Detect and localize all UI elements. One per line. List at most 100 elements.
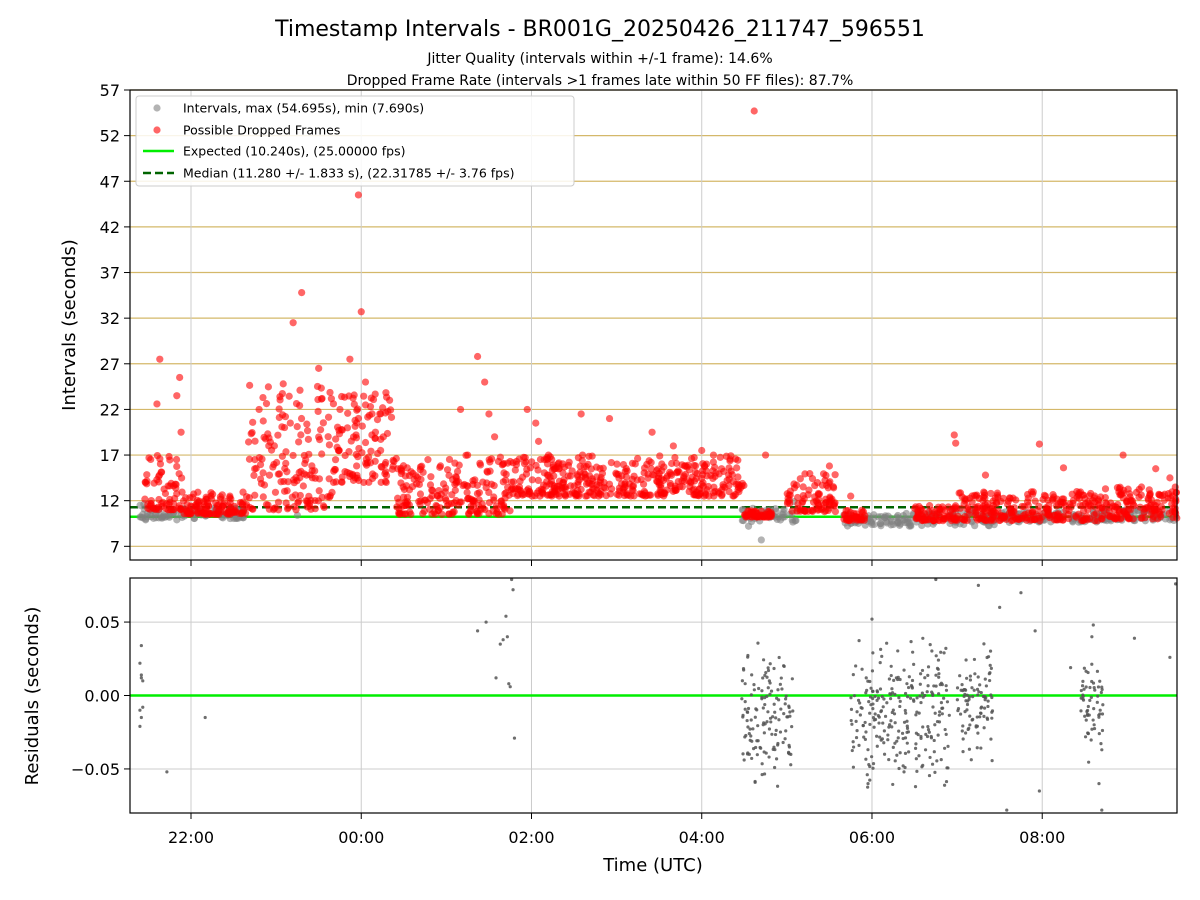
residual-point: [998, 605, 1002, 609]
residual-point: [1091, 623, 1095, 627]
interval-point: [165, 512, 173, 520]
residual-point: [871, 689, 875, 693]
residual-point: [1168, 655, 1172, 659]
residual-point: [1081, 693, 1085, 697]
dropped-frame-point: [501, 476, 510, 484]
residual-point: [1081, 697, 1085, 701]
dropped-frame-point: [1145, 486, 1153, 494]
residual-point: [494, 676, 498, 680]
residual-point: [744, 733, 748, 738]
dropped-frame-point: [297, 431, 305, 439]
dropped-frame-point: [934, 516, 942, 524]
residual-point: [881, 705, 885, 709]
dropped-frame-point: [972, 514, 981, 522]
dropped-frame-point: [264, 383, 272, 391]
dropped-frame-point: [329, 400, 338, 408]
residual-point: [961, 724, 965, 728]
residual-point: [868, 695, 873, 699]
residual-point: [766, 666, 770, 670]
residual-point: [507, 682, 511, 686]
dropped-frame-point: [1058, 495, 1066, 503]
dropped-frame-point: [811, 481, 819, 490]
dropped-frame-point: [918, 506, 926, 514]
x-tick-label: 00:00: [338, 828, 384, 847]
residual-point: [872, 718, 876, 722]
residual-point: [1086, 732, 1090, 736]
residual-point: [979, 690, 983, 695]
dropped-frame-point: [796, 475, 804, 483]
dropped-frame-point: [388, 465, 396, 473]
residual-point: [927, 730, 931, 734]
residual-point: [1098, 708, 1102, 712]
residual-point: [746, 725, 750, 729]
residual-point: [1083, 714, 1087, 718]
residual-point: [878, 661, 882, 665]
residual-point: [905, 741, 909, 745]
dropped-frame-point: [550, 488, 558, 496]
y-tick-label: 42: [100, 218, 120, 237]
dropped-frame-point: [293, 423, 301, 431]
figure-title: Timestamp Intervals - BR001G_20250426_21…: [274, 17, 925, 42]
residual-point: [875, 744, 879, 748]
residual-point: [944, 732, 948, 736]
dropped-frame-point: [534, 476, 542, 485]
residual-point: [750, 739, 754, 743]
residual-point: [855, 729, 859, 733]
residual-point: [776, 743, 780, 747]
residual-point: [889, 664, 893, 668]
dropped-frame-point: [258, 455, 266, 463]
dropped-frame-point: [165, 452, 173, 461]
dropped-frame-point: [429, 486, 437, 495]
residual-point: [508, 685, 512, 689]
dropped-frame-point: [173, 462, 181, 471]
dropped-frame-point: [709, 458, 717, 466]
residual-point: [762, 772, 767, 776]
dropped-frame-point: [1151, 508, 1159, 516]
residuals-panel: 0.05 0.00 −0.05 22:00 00:00 02:00 04:00 06:00 0…: [22, 577, 1178, 876]
residual-point: [1099, 690, 1103, 695]
residual-point: [946, 744, 950, 748]
residual-point: [969, 758, 973, 762]
dropped-frame-point: [467, 495, 476, 503]
legend-median-label: Median (11.280 +/- 1.833 s), (22.31785 +…: [183, 166, 514, 181]
residual-point: [946, 766, 950, 770]
dropped-frame-point: [295, 468, 303, 477]
dropped-frame-point: [1115, 508, 1123, 516]
residual-point: [772, 666, 776, 671]
residual-point: [928, 643, 932, 647]
residual-point: [928, 755, 932, 760]
dropped-frame-point: [227, 503, 235, 512]
dropped-frame-point: [387, 413, 396, 421]
residual-point: [781, 740, 785, 745]
dropped-frame-point: [333, 423, 342, 431]
residual-point: [760, 762, 764, 766]
interval-point: [173, 516, 181, 524]
dropped-frame-point: [438, 510, 446, 518]
residual-point: [905, 730, 909, 734]
residual-point: [975, 687, 980, 691]
residual-point: [888, 697, 893, 701]
residual-point: [939, 701, 944, 705]
y-tick-label: 27: [100, 355, 120, 374]
dropped-frame-point: [989, 505, 997, 513]
residual-point: [933, 770, 937, 774]
residual-point: [746, 653, 750, 658]
dropped-frame-point: [186, 494, 194, 502]
dropped-frame-point: [1012, 496, 1020, 504]
residual-point: [983, 677, 987, 681]
dropped-frame-point: [543, 454, 551, 462]
residual-point: [912, 662, 916, 667]
y-tick-label: 52: [100, 127, 120, 146]
dropped-frame-point: [565, 458, 573, 466]
dropped-frame-point: [663, 472, 671, 480]
dropped-frame-point: [955, 489, 963, 497]
dropped-frame-point: [808, 475, 817, 483]
dropped-frame-point: [289, 476, 298, 484]
residual-point: [767, 727, 772, 731]
dropped-frame-point: [750, 107, 758, 115]
dropped-frame-point: [788, 507, 796, 515]
dropped-frame-point: [434, 492, 442, 500]
dropped-frame-point: [532, 419, 540, 427]
residual-point: [1100, 748, 1104, 752]
dropped-frame-point: [270, 460, 278, 469]
